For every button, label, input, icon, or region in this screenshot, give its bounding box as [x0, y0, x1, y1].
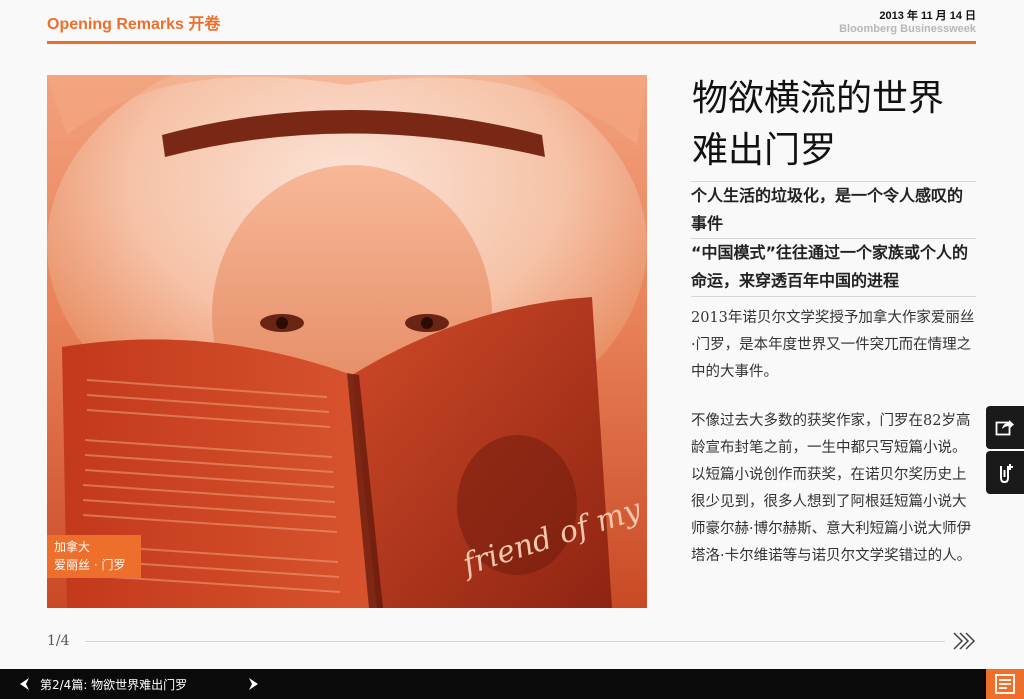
magazine-name: Bloomberg Businessweek	[839, 23, 976, 35]
article-title-line1: 物欲横流的世界	[692, 78, 945, 119]
share-button[interactable]	[986, 406, 1024, 449]
page-indicator: 1/4	[47, 633, 70, 649]
article-title: 物欲横流的世界 难出门罗	[692, 73, 976, 177]
article-title-line2: 难出门罗	[692, 130, 837, 171]
triangle-left-icon[interactable]	[18, 677, 30, 691]
next-page-button[interactable]	[951, 631, 977, 655]
clip-button[interactable]	[986, 451, 1024, 494]
article-position-label: 第2/4篇: 物欲世界难出门罗	[40, 678, 188, 692]
toc-button[interactable]	[986, 669, 1024, 699]
article-photo: friend of my youth	[47, 75, 647, 608]
title-divider	[691, 181, 976, 182]
article-paragraph-2: 不像过去大多数的获奖作家，门罗在82岁高龄宣布封笔之前，一生中都只写短篇小说。以…	[691, 413, 972, 564]
article-subtitle-1: 个人生活的垃圾化，是一个令人感叹的事件	[691, 186, 964, 233]
table-of-contents-icon	[995, 674, 1015, 694]
triangle-right-icon[interactable]	[248, 677, 260, 691]
share-icon	[995, 420, 1014, 436]
header-divider	[47, 41, 976, 44]
subtitle-divider-2	[691, 296, 976, 297]
caption-country: 加拿大	[54, 540, 91, 554]
article-paragraph-1: 2013年诺贝尔文学奖授予加拿大作家爱丽丝·门罗，是本年度世界又一件突兀而在情理…	[691, 310, 975, 380]
paperclip-add-icon	[1000, 464, 1013, 484]
bottom-navigation-bar: 第2/4篇: 物欲世界难出门罗	[0, 669, 1024, 699]
caption-name: 爱丽丝 · 门罗	[54, 558, 126, 572]
issue-date: 2013 年 11 月 14 日	[879, 10, 976, 22]
photo-caption: 加拿大 爱丽丝 · 门罗	[47, 535, 141, 578]
issue-info: 2013 年 11 月 14 日 Bloomberg Businessweek	[839, 10, 976, 36]
double-chevron-right-icon	[953, 632, 976, 650]
pager-progress-line	[85, 641, 945, 642]
section-title: Opening Remarks 开卷	[47, 16, 221, 33]
subtitle-divider	[691, 238, 976, 239]
article-subtitle-2: “中国模式”往往通过一个家族或个人的命运，来穿透百年中国的进程	[691, 243, 969, 290]
